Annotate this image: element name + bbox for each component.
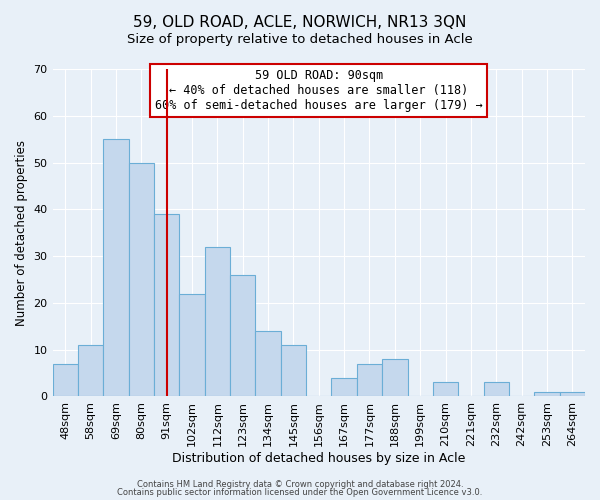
Text: Contains HM Land Registry data © Crown copyright and database right 2024.: Contains HM Land Registry data © Crown c… [137,480,463,489]
X-axis label: Distribution of detached houses by size in Acle: Distribution of detached houses by size … [172,452,466,465]
Bar [534,392,560,396]
Bar [230,275,256,396]
Y-axis label: Number of detached properties: Number of detached properties [15,140,28,326]
Bar [179,294,205,397]
Bar [256,331,281,396]
Bar [53,364,78,396]
Bar [357,364,382,396]
Bar [78,345,103,397]
Text: Size of property relative to detached houses in Acle: Size of property relative to detached ho… [127,32,473,46]
Bar [433,382,458,396]
Bar [382,359,407,397]
Bar [560,392,585,396]
Bar [281,345,306,397]
Bar [103,139,128,396]
Bar [484,382,509,396]
Text: 59, OLD ROAD, ACLE, NORWICH, NR13 3QN: 59, OLD ROAD, ACLE, NORWICH, NR13 3QN [133,15,467,30]
Text: 59 OLD ROAD: 90sqm
← 40% of detached houses are smaller (118)
60% of semi-detach: 59 OLD ROAD: 90sqm ← 40% of detached hou… [155,69,482,112]
Bar [154,214,179,396]
Bar [205,247,230,396]
Bar [331,378,357,396]
Text: Contains public sector information licensed under the Open Government Licence v3: Contains public sector information licen… [118,488,482,497]
Bar [128,162,154,396]
